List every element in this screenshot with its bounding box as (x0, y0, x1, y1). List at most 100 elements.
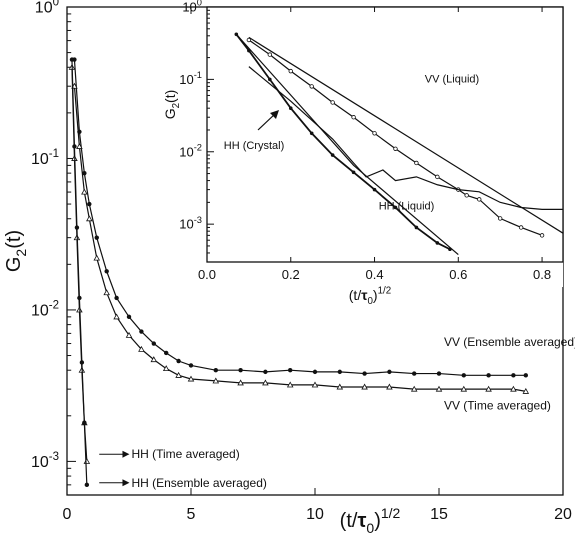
inset-x-tick-label: 0.0 (198, 267, 216, 282)
main-data-point (125, 331, 133, 338)
main-series-hh-ensemble-averaged (69, 57, 90, 488)
main-x-tick-label: 0 (63, 506, 72, 523)
main-data-point (86, 215, 93, 222)
main-data-point (103, 289, 110, 296)
inset-chart: 0.0 0.2 0.4 0.6 0.8 10-3 10-2 10-1 100 G2(t) (t/τ0… (162, 0, 564, 307)
main-data-point (74, 225, 80, 230)
main-data-point (523, 373, 528, 378)
main-data-point (461, 373, 466, 378)
inset-data-point (518, 225, 524, 230)
inset-y-tick-label: 100 (182, 0, 202, 15)
inset-plot-frame (206, 6, 564, 263)
inset-data-point (330, 153, 335, 157)
inset-data-point (288, 106, 293, 110)
inset-crystal-arrowhead (270, 110, 279, 119)
main-x-tick-label: 10 (306, 506, 324, 523)
main-data-point (84, 482, 90, 488)
main-data-point (412, 371, 417, 376)
main-data-point (82, 170, 87, 176)
main-data-point (162, 365, 170, 372)
main-y-tick-label: 10-3 (31, 451, 59, 471)
inset-data-point (393, 205, 398, 210)
inset-annotation-label: VV (Liquid) (425, 74, 479, 86)
inset-data-point (309, 84, 314, 89)
main-data-point (87, 201, 92, 207)
inset-data-point (393, 146, 398, 151)
inset-y-tick-label: 10-2 (179, 142, 202, 159)
inset-series-hh-liquid (248, 66, 563, 210)
inset-data-point (351, 170, 356, 175)
main-y-axis-title: G2(t) (3, 230, 29, 272)
main-data-point (83, 457, 91, 464)
inset-data-point (414, 225, 419, 230)
inset-x-tick-label: 0.8 (533, 267, 551, 282)
inset-x-tick-label: 0.2 (282, 267, 300, 282)
main-data-point (486, 373, 491, 378)
inset-x-tick-label: 0.4 (365, 267, 383, 282)
inset-series-line (248, 66, 563, 210)
inset-data-point (268, 77, 272, 82)
inset-series-line (248, 36, 564, 234)
main-data-point (126, 314, 132, 320)
main-x-tick-label: 5 (187, 506, 196, 523)
main-chart: 0 5 10 15 20 10-3 10-2 10-1 100 G2(t) (t/τ0)1/2 VV … (3, 0, 575, 536)
main-data-point (386, 383, 393, 390)
main-data-point (238, 368, 243, 373)
main-arrowhead (122, 479, 130, 487)
inset-annotation-label: HH (Crystal) (224, 140, 284, 152)
main-data-point (213, 368, 218, 373)
inset-series-vv-fit (248, 36, 564, 234)
inset-backdrop (207, 7, 563, 287)
main-data-point (288, 368, 293, 373)
inset-data-point (267, 52, 273, 57)
inset-data-point (309, 131, 314, 136)
main-data-point (336, 383, 344, 390)
main-data-point (81, 188, 88, 195)
inset-data-point (372, 187, 377, 192)
main-data-point (139, 329, 144, 334)
main-data-point (77, 295, 82, 301)
main-data-point (76, 143, 83, 149)
main-data-point (79, 360, 85, 365)
main-data-point (312, 369, 318, 375)
inset-y-tick-label: 10-1 (179, 70, 202, 87)
main-annotation-label: HH (Time averaged) (131, 447, 239, 461)
main-data-point (187, 375, 195, 382)
main-data-point (72, 144, 77, 149)
inset-series-line (248, 39, 543, 236)
inset-series-line (235, 33, 459, 256)
main-data-point (69, 57, 75, 62)
main-series-vv-time-averaged (71, 82, 530, 394)
inset-y-tick-label: 10-3 (179, 215, 202, 232)
main-data-point (435, 385, 443, 392)
main-annotation-label: VV (Time averaged) (444, 399, 551, 413)
main-data-point (104, 269, 109, 274)
inset-data-point (464, 193, 469, 198)
main-data-point (262, 379, 269, 386)
main-data-point (138, 345, 145, 352)
main-data-point (176, 358, 181, 364)
inset-series-line (235, 33, 451, 251)
main-data-point (286, 381, 294, 388)
inset-data-point (477, 197, 482, 202)
main-data-point (387, 369, 392, 375)
inset-series-vv-liquid (246, 37, 545, 238)
main-y-tick-label: 10-1 (31, 148, 59, 168)
inset-annotation-label: HH (Liquid) (379, 200, 435, 212)
main-y-tick-label: 10-2 (31, 299, 59, 319)
main-data-point (511, 373, 516, 378)
main-data-point (113, 313, 120, 320)
main-arrowhead (122, 450, 130, 458)
main-data-point (82, 420, 87, 425)
main-data-point (175, 371, 182, 378)
main-data-point (410, 385, 418, 392)
main-x-tick-label: 15 (430, 506, 448, 523)
inset-data-point (497, 216, 503, 221)
inset-series-hh-fit (235, 33, 459, 256)
main-data-point (522, 387, 530, 394)
inset-x-tick-label: 0.6 (449, 267, 467, 282)
main-data-point (263, 369, 268, 375)
main-annotation-label: VV (Ensemble averaged) (444, 335, 575, 349)
inset-data-point (435, 174, 440, 180)
